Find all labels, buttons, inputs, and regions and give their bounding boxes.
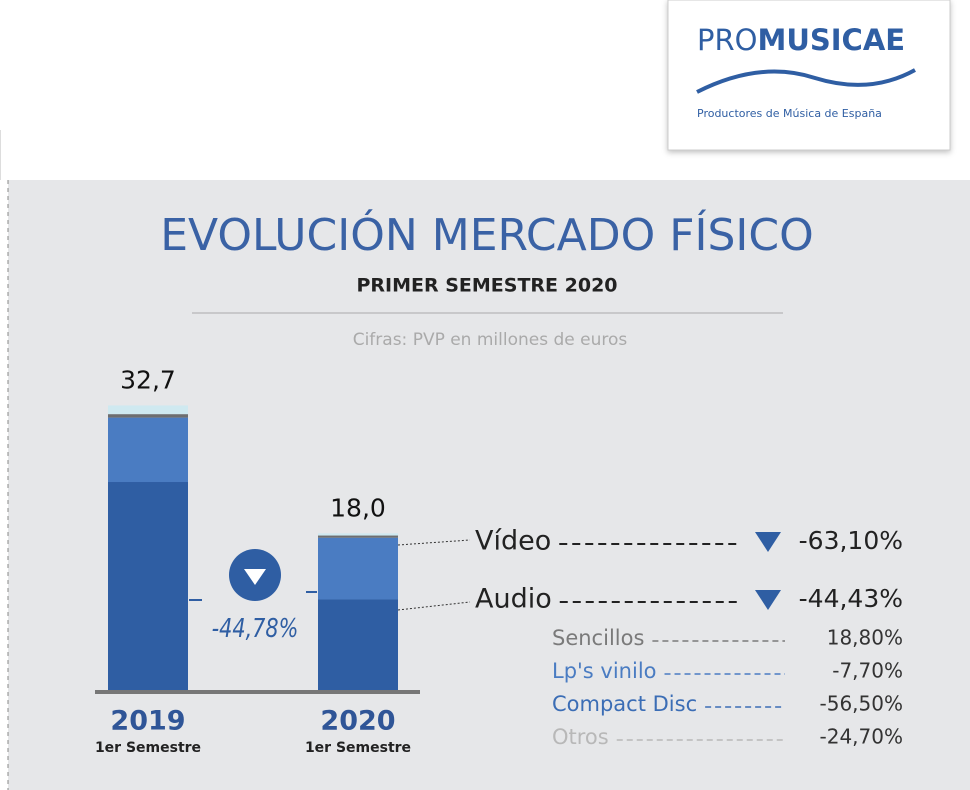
- bar-segment: [108, 414, 188, 418]
- detail-value: -56,50%: [820, 692, 903, 716]
- total-label: 32,7: [120, 365, 176, 394]
- chart-title: EVOLUCIÓN MERCADO FÍSICO: [160, 208, 814, 261]
- row-label: Audio: [475, 584, 552, 615]
- detail-value: -7,70%: [832, 659, 903, 683]
- bar-segment: [318, 533, 398, 536]
- detail-label: Otros: [552, 725, 609, 749]
- logo-pre: PRO: [697, 23, 757, 57]
- x-tick-label: 2019: [110, 706, 185, 737]
- down-arrow: [244, 569, 266, 585]
- bar-segment: [318, 599, 398, 690]
- detail-label: Compact Disc: [552, 692, 697, 716]
- row-value: -63,10%: [799, 526, 903, 555]
- total-label: 18,0: [330, 493, 386, 522]
- leader: [397, 601, 471, 611]
- bar-segment: [108, 417, 188, 483]
- row-value: -44,43%: [799, 584, 903, 613]
- detail-value: 18,80%: [827, 626, 903, 650]
- x-tick-label: 2020: [320, 706, 395, 737]
- bar-segment: [318, 535, 398, 538]
- bar-segment: [318, 537, 398, 600]
- down-arrow: [755, 590, 781, 610]
- bar-segment: [108, 482, 188, 690]
- leader: [397, 539, 471, 546]
- logo-text: PROMUSICAE: [697, 23, 905, 57]
- logo-tagline: Productores de Música de España: [697, 107, 882, 120]
- detail-label: Sencillos: [552, 626, 644, 650]
- logo-brand: MUSICAE: [757, 23, 905, 57]
- detail-value: -24,70%: [820, 725, 903, 749]
- detail-label: Lp's vinilo: [552, 659, 657, 683]
- x-tick-sublabel: 1er Semestre: [305, 740, 411, 756]
- chart-note: Cifras: PVP en millones de euros: [353, 330, 628, 350]
- down-arrow: [755, 532, 781, 552]
- bar-segment: [108, 405, 188, 415]
- row-label: Vídeo: [475, 526, 551, 557]
- logo-wave: [696, 68, 916, 94]
- change-label: -44,78%: [212, 613, 299, 644]
- chart-subtitle: PRIMER SEMESTRE 2020: [356, 275, 617, 297]
- x-tick-sublabel: 1er Semestre: [95, 740, 201, 756]
